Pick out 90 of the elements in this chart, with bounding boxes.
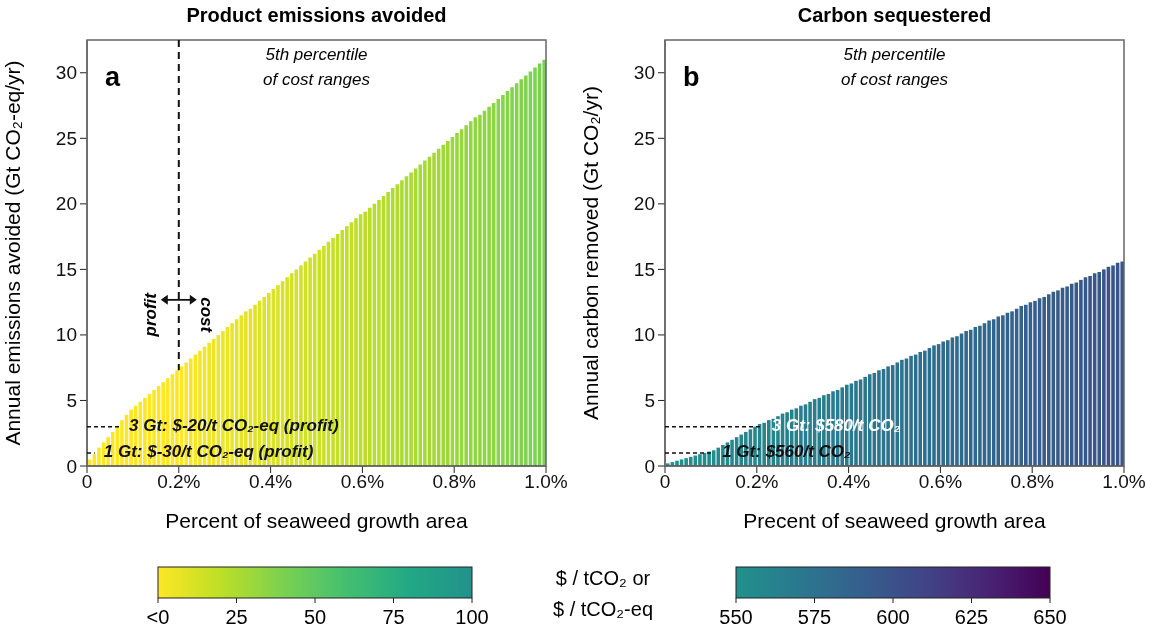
annotation: a (105, 62, 121, 92)
bar (716, 447, 721, 466)
color-bar-label: 100 (455, 606, 489, 628)
bar (441, 144, 446, 466)
x-tick-label: 0 (659, 471, 671, 493)
chart-title: Product emissions avoided (186, 4, 447, 26)
bar (390, 188, 395, 466)
y-tick-label: 15 (633, 258, 655, 280)
chart-title: Carbon sequestered (797, 4, 992, 26)
bar (510, 87, 514, 466)
bar (400, 180, 404, 466)
bar (1097, 272, 1102, 466)
x-tick-label: 0.4% (826, 471, 871, 493)
y-tick-label: 25 (633, 127, 655, 149)
color-bar-label: 550 (719, 606, 753, 628)
x-tick-label: 0.2% (735, 471, 779, 493)
y-tick-label: 5 (66, 389, 77, 411)
bar (1046, 294, 1051, 466)
bar (1019, 306, 1024, 466)
y-tick-label: 30 (55, 62, 77, 84)
y-tick-label: 20 (633, 193, 655, 215)
y-tick-label: 15 (55, 258, 77, 280)
y-tick-label: 5 (644, 389, 655, 411)
annotation: 5th percentile of cost ranges (263, 45, 371, 89)
color-bar-label: 650 (1033, 606, 1067, 628)
y-axis-title: Annual carbon removed (Gt CO₂/yr) (579, 86, 602, 420)
bar (1069, 283, 1074, 466)
bar (1033, 300, 1037, 466)
x-tick-label: 0.2% (157, 471, 201, 493)
x-tick-label: 0 (81, 471, 93, 493)
bar (468, 121, 473, 466)
y-tick-label: 0 (66, 455, 77, 477)
bar (1010, 311, 1014, 466)
bar (968, 329, 973, 466)
color-bar-label: 50 (303, 606, 327, 628)
bar (1111, 265, 1115, 466)
x-axis-title: Precent of seaweed growth area (743, 509, 1046, 532)
bar (932, 345, 936, 466)
bar (900, 359, 904, 466)
bar (1056, 290, 1060, 466)
bar (1088, 275, 1092, 466)
color-bar-label: 625 (954, 606, 989, 628)
y-axis-title: Annual emissions avoided (Gt CO₂-eq/yr) (1, 60, 24, 446)
bar (432, 152, 436, 466)
color-bar-label: 25 (225, 606, 248, 628)
annotation: cost (197, 297, 217, 334)
bar (409, 172, 413, 466)
bar (418, 164, 423, 466)
bar (501, 95, 505, 466)
x-tick-label: 0.8% (432, 471, 476, 493)
annotation: profit (141, 291, 161, 338)
bar (491, 102, 496, 466)
color-bar-label: 75 (382, 606, 405, 628)
bar (367, 207, 372, 466)
bar (909, 355, 913, 466)
color-bar-label: 575 (797, 606, 832, 628)
x-tick-label: 1.0% (1102, 471, 1146, 493)
y-tick-label: 10 (633, 324, 655, 346)
bar (478, 114, 482, 466)
annotation: b (683, 62, 700, 92)
x-tick-label: 0.4% (248, 471, 293, 493)
bar (377, 199, 381, 466)
bar (955, 336, 959, 466)
y-tick-label: 0 (644, 455, 655, 477)
bar (945, 340, 950, 466)
bar (996, 316, 1001, 466)
bar (519, 79, 524, 466)
bar (698, 454, 702, 466)
bar (533, 67, 537, 466)
y-tick-label: 25 (55, 127, 77, 149)
bar (354, 218, 358, 466)
x-tick-label: 0.6% (918, 471, 963, 493)
x-tick-label: 0.6% (340, 471, 385, 493)
bar (455, 133, 459, 466)
bar (978, 325, 982, 466)
y-tick-label: 30 (633, 62, 655, 84)
annotation: 5th percentile of cost ranges (841, 45, 949, 89)
bar (1079, 279, 1083, 466)
x-tick-label: 0.8% (1010, 471, 1054, 493)
color-bar-label: 600 (876, 606, 910, 628)
bar (918, 351, 923, 466)
bar (340, 230, 345, 466)
bar (688, 456, 693, 466)
bar (987, 320, 991, 466)
x-axis-title: Percent of seaweed growth area (165, 509, 468, 532)
y-tick-label: 20 (55, 193, 77, 215)
y-tick-label: 10 (55, 324, 77, 346)
x-tick-label: 1.0% (524, 471, 568, 493)
color-bar-title: $ / tCO₂ or $ / tCO₂-eq (552, 567, 654, 620)
color-bar-label: <0 (146, 606, 170, 628)
